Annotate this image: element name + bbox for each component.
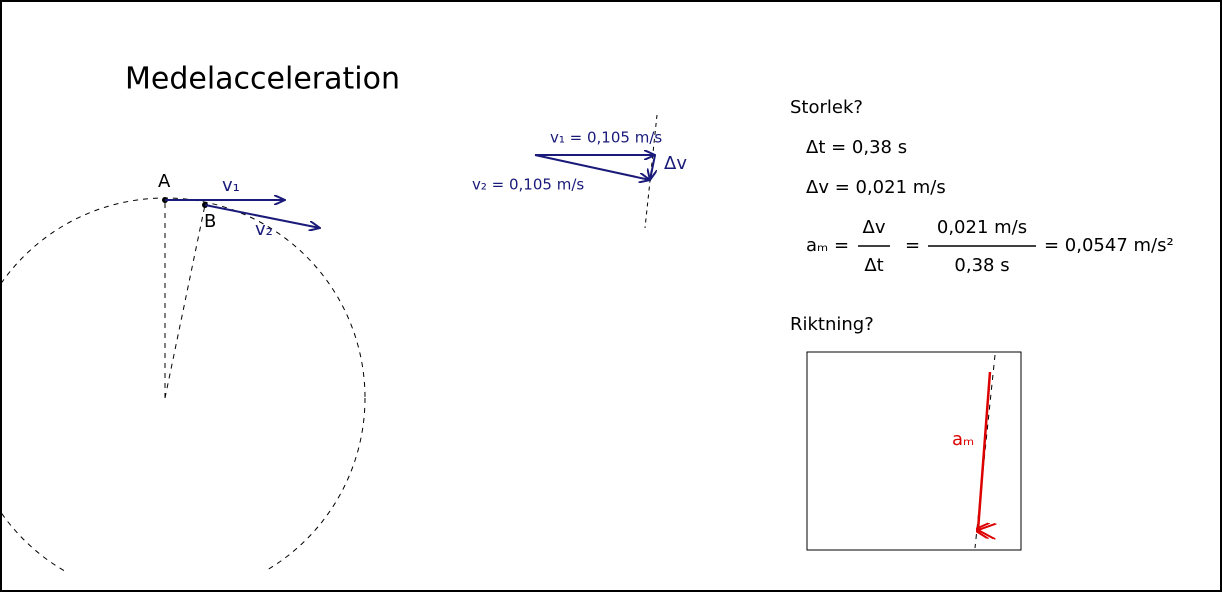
point-label: A — [158, 171, 171, 192]
denominator: 0,38 s — [954, 255, 1009, 276]
equation: aₘ = — [806, 235, 849, 256]
vector — [204, 204, 320, 228]
equation: Δt = 0,38 s — [806, 137, 907, 158]
direction: Riktning? aₘ — [790, 314, 1022, 551]
radius — [164, 204, 206, 399]
title: Medelacceleration — [125, 62, 400, 97]
vector-label: Δv — [664, 153, 687, 174]
numerator: Δv — [863, 217, 886, 238]
vector-label: v₂ = 0,105 m/s — [472, 176, 584, 194]
vector-label: v₁ = 0,105 m/s — [550, 129, 662, 147]
box — [806, 351, 1022, 551]
numerator: 0,021 m/s — [937, 217, 1027, 238]
heading: Riktning? — [790, 314, 874, 335]
vector — [534, 154, 650, 180]
magnitude: Storlek? Δt = 0,38 s Δv = 0,021 m/s aₘ =… — [790, 97, 1174, 276]
acceleration-arrow — [978, 371, 990, 530]
heading: Storlek? — [790, 97, 863, 118]
vector — [650, 154, 655, 180]
vector-difference: v₁ = 0,105 m/s v₂ = 0,105 m/s Δv — [472, 114, 687, 229]
vector-label: v₁ — [222, 175, 240, 196]
circle-diagram: A B v₁ v₂ — [1, 171, 366, 571]
point-label: B — [204, 211, 216, 232]
vector-label: aₘ — [952, 429, 974, 450]
vector-label: v₂ — [255, 219, 273, 240]
equation: Δv = 0,021 m/s — [806, 177, 946, 198]
equals: = — [905, 235, 920, 256]
result: = 0,0547 m/s² — [1044, 235, 1174, 256]
denominator: Δt — [864, 255, 883, 276]
